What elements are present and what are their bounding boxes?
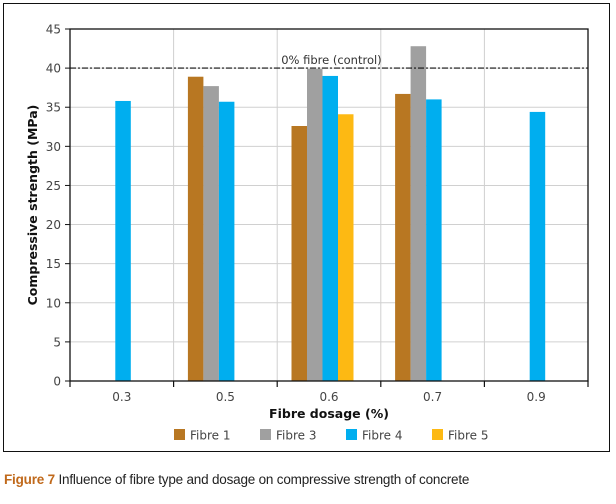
bar-fibre-4-0_9 — [529, 111, 546, 381]
figure-caption: Figure 7 Influence of fibre type and dos… — [4, 472, 469, 487]
legend-swatch-fibre-4 — [346, 429, 357, 440]
legend-label-fibre-1: Fibre 1 — [190, 429, 230, 443]
bar-fibre-5-0_6 — [338, 114, 354, 382]
axes: 0 5 10 15 20 25 30 35 40 45 0.3 0.5 0.6 0.7 0.9 — [46, 23, 589, 404]
legend-swatch-fibre-1 — [174, 429, 185, 440]
bar-fibre-4-0_7 — [426, 99, 442, 382]
x-tick-label: 0.6 — [319, 390, 338, 404]
legend-label-fibre-3: Fibre 3 — [276, 429, 316, 443]
bar-fibre-4-0_3 — [115, 100, 131, 381]
reference-line-group: 0% fibre (control) — [70, 53, 588, 69]
x-tick-label: 0.7 — [423, 390, 442, 404]
x-axis-label: Fibre dosage (%) — [269, 406, 389, 421]
legend: Fibre 1 Fibre 3 Fibre 4 Fibre 5 — [174, 429, 488, 443]
plot-area-border — [69, 28, 589, 382]
y-tick-label: 25 — [46, 179, 61, 193]
figure-number: Figure 7 — [4, 472, 55, 487]
legend-label-fibre-5: Fibre 5 — [448, 429, 488, 443]
bars — [115, 46, 546, 382]
caption-text: Influence of fibre type and dosage on co… — [54, 472, 470, 487]
bar-fibre-4-0_6 — [322, 75, 338, 381]
reference-line-label: 0% fibre (control) — [281, 53, 382, 67]
y-tick-label: 20 — [46, 218, 61, 232]
y-tick-label: 5 — [53, 335, 61, 349]
bar-fibre-3-0_7 — [410, 46, 427, 381]
y-tick-label: 40 — [46, 62, 61, 76]
y-tick-label: 45 — [46, 23, 61, 37]
bar-fibre-4-0_5 — [218, 101, 235, 381]
chart-frame — [3, 3, 610, 452]
bar-fibre-1-0_7 — [395, 93, 411, 382]
bar-fibre-3-0_5 — [203, 86, 219, 381]
y-tick-label: 35 — [46, 101, 61, 115]
bar-fibre-1-0_6 — [291, 125, 307, 382]
y-tick-label: 15 — [46, 257, 61, 271]
y-tick-label: 30 — [46, 140, 61, 154]
legend-label-fibre-4: Fibre 4 — [362, 429, 402, 443]
bar-fibre-1-0_5 — [187, 76, 204, 382]
x-tick-label: 0.3 — [112, 390, 131, 404]
legend-swatch-fibre-3 — [260, 429, 271, 440]
y-axis-label: Compressive strength (MPa) — [25, 105, 40, 306]
legend-swatch-fibre-5 — [432, 429, 443, 440]
bar-fibre-3-0_6 — [307, 68, 323, 381]
bar-chart: 0% fibre (control) 0 5 10 15 20 25 30 35 40 45 0.3… — [25, 23, 589, 443]
x-tick-label: 0.9 — [527, 390, 546, 404]
y-tick-label: 10 — [46, 296, 61, 310]
y-tick-label: 0 — [53, 375, 61, 389]
x-tick-label: 0.5 — [216, 390, 235, 404]
